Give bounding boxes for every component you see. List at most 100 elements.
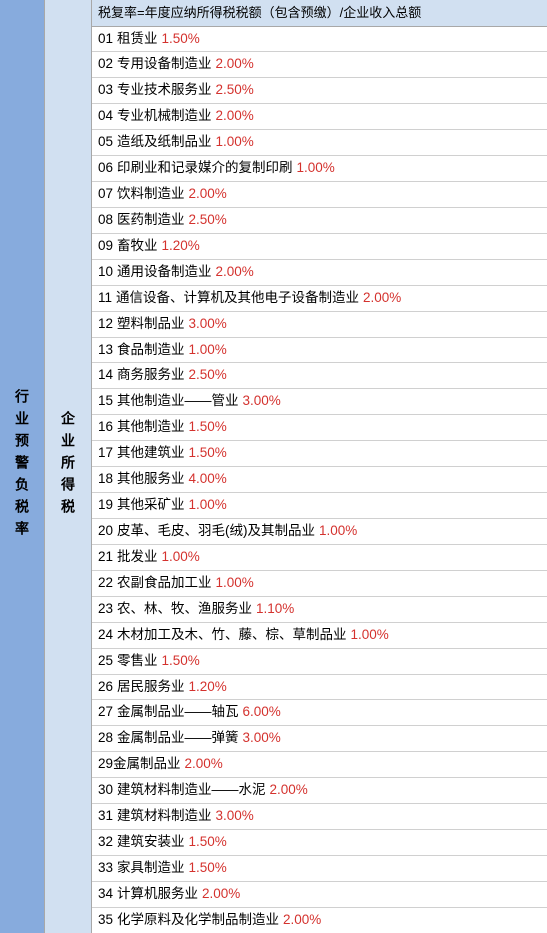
row-rate: 1.50% [189,443,227,464]
row-number: 27 [98,702,113,723]
row-label: 通用设备制造业 [117,262,212,283]
table-row: 16其他制造业1.50% [92,415,547,441]
row-number: 11 [98,288,112,309]
row-label: 畜牧业 [117,236,158,257]
row-label: 批发业 [117,547,158,568]
row-number: 08 [98,210,113,231]
row-label: 商务服务业 [117,365,185,386]
table-row: 18其他服务业4.00% [92,467,547,493]
table-row: 29金属制品业2.00% [92,752,547,778]
row-rate: 2.50% [216,80,254,101]
table-row: 32建筑安装业1.50% [92,830,547,856]
row-label: 计算机服务业 [117,884,198,905]
table-row: 31建筑材料制造业3.00% [92,804,547,830]
row-rate: 2.00% [283,910,321,931]
row-label: 家具制造业 [117,858,185,879]
row-rate: 1.10% [256,599,294,620]
table-row: 28金属制品业——弹簧3.00% [92,726,547,752]
row-label: 医药制造业 [117,210,185,231]
row-number: 19 [98,495,113,516]
row-label: 专业机械制造业 [117,106,212,127]
row-rate: 1.00% [189,495,227,516]
table-container: 行业预警负税率 企业所得税 税复率=年度应纳所得税税额（包含预缴）/企业收入总额… [0,0,547,933]
row-rate: 2.00% [185,754,223,775]
row-rate: 1.00% [162,547,200,568]
table-row: 27金属制品业——轴瓦6.00% [92,700,547,726]
row-rate: 2.00% [363,288,401,309]
table-row: 06印刷业和记录媒介的复制印刷1.00% [92,156,547,182]
table-row: 03专业技术服务业2.50% [92,78,547,104]
table-row: 08医药制造业2.50% [92,208,547,234]
formula-row: 税复率=年度应纳所得税税额（包含预缴）/企业收入总额 [92,0,547,27]
row-label: 木材加工及木、竹、藤、棕、草制品业 [117,625,347,646]
table-row: 26居民服务业1.20% [92,675,547,701]
table-row: 34计算机服务业2.00% [92,882,547,908]
row-rate: 2.00% [270,780,308,801]
row-label: 农、林、牧、渔服务业 [117,599,252,620]
row-rate: 1.00% [216,573,254,594]
row-rate: 1.50% [162,29,200,50]
row-label: 居民服务业 [117,677,185,698]
row-number: 18 [98,469,113,490]
row-number: 01 [98,29,113,50]
row-rate: 1.00% [216,132,254,153]
row-label: 农副食品加工业 [117,573,212,594]
row-number: 02 [98,54,113,75]
row-label: 建筑材料制造业 [117,806,212,827]
row-label: 通信设备、计算机及其他电子设备制造业 [116,288,359,309]
row-rate: 2.50% [189,365,227,386]
data-column: 税复率=年度应纳所得税税额（包含预缴）/企业收入总额 01租赁业1.50%02专… [92,0,547,933]
row-number: 22 [98,573,113,594]
row-label: 印刷业和记录媒介的复制印刷 [117,158,293,179]
left-category-column: 行业预警负税率 [0,0,45,933]
table-row: 23农、林、牧、渔服务业1.10% [92,597,547,623]
table-row: 14商务服务业2.50% [92,363,547,389]
table-row: 01租赁业1.50% [92,27,547,53]
row-number: 03 [98,80,113,101]
row-number: 04 [98,106,113,127]
row-label: 金属制品业——弹簧 [117,728,239,749]
row-rate: 1.50% [189,417,227,438]
row-number: 26 [98,677,113,698]
row-label: 零售业 [117,651,158,672]
table-row: 02专用设备制造业2.00% [92,52,547,78]
table-row: 21批发业1.00% [92,545,547,571]
row-number: 34 [98,884,113,905]
table-row: 13食品制造业1.00% [92,338,547,364]
row-rate: 1.50% [162,651,200,672]
row-label: 皮革、毛皮、羽毛(绒)及其制品业 [117,521,315,542]
row-rate: 3.00% [243,728,281,749]
table-row: 10通用设备制造业2.00% [92,260,547,286]
row-number: 05 [98,132,113,153]
rows-host: 01租赁业1.50%02专用设备制造业2.00%03专业技术服务业2.50%04… [92,27,547,933]
row-number: 24 [98,625,113,646]
row-label: 其他制造业 [117,417,185,438]
row-rate: 1.00% [351,625,389,646]
row-rate: 2.00% [202,884,240,905]
row-rate: 2.00% [216,262,254,283]
row-rate: 4.00% [189,469,227,490]
row-label: 金属制品业 [113,754,181,775]
mid-category-label: 企业所得税 [58,411,78,521]
row-rate: 2.50% [189,210,227,231]
table-row: 15其他制造业——管业3.00% [92,389,547,415]
row-label: 饮料制造业 [117,184,185,205]
table-row: 20皮革、毛皮、羽毛(绒)及其制品业1.00% [92,519,547,545]
row-label: 塑料制品业 [117,314,185,335]
row-rate: 1.00% [319,521,357,542]
row-rate: 1.20% [162,236,200,257]
row-number: 13 [98,340,113,361]
row-label: 造纸及纸制品业 [117,132,212,153]
row-label: 金属制品业——轴瓦 [117,702,239,723]
row-number: 25 [98,651,113,672]
table-row: 04专业机械制造业2.00% [92,104,547,130]
row-label: 化学原料及化学制品制造业 [117,910,279,931]
table-row: 35化学原料及化学制品制造业2.00% [92,908,547,933]
row-number: 15 [98,391,113,412]
row-rate: 1.00% [189,340,227,361]
row-rate: 6.00% [243,702,281,723]
row-number: 09 [98,236,113,257]
table-row: 22农副食品加工业1.00% [92,571,547,597]
row-number: 23 [98,599,113,620]
row-rate: 2.00% [189,184,227,205]
